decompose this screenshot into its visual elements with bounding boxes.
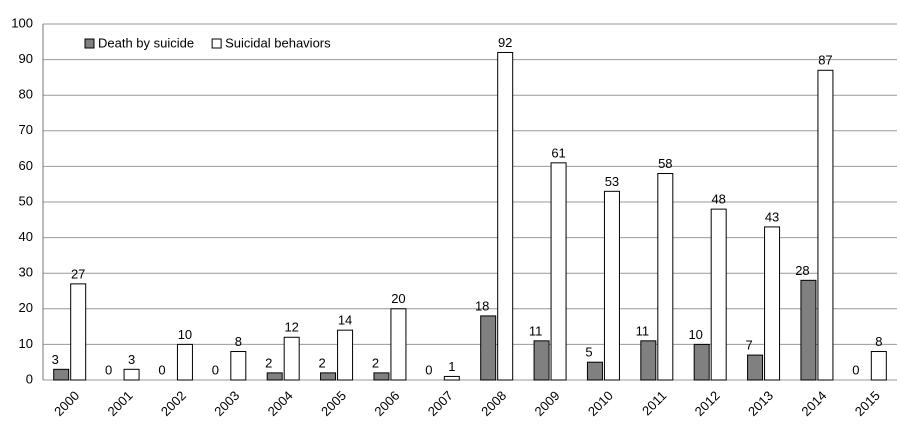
y-tick-label: 40 — [19, 229, 33, 244]
data-label: 0 — [852, 362, 859, 377]
bar — [817, 69, 834, 381]
bar — [550, 162, 567, 381]
bar — [747, 354, 764, 381]
bar — [870, 351, 887, 381]
y-tick-label: 10 — [19, 336, 33, 351]
legend-swatch — [84, 38, 95, 49]
bar — [800, 279, 817, 381]
data-label: 0 — [105, 362, 112, 377]
bar — [710, 208, 727, 381]
data-label: 27 — [71, 266, 85, 281]
data-label: 0 — [425, 362, 432, 377]
y-tick-label: 20 — [19, 300, 33, 315]
bar — [657, 173, 674, 381]
x-tick-label: 2000 — [51, 388, 82, 419]
legend-label: Death by suicide — [98, 35, 194, 50]
bar — [373, 372, 390, 381]
bar — [693, 343, 710, 381]
data-label: 18 — [475, 298, 489, 313]
bar — [640, 340, 657, 381]
x-tick-label: 2001 — [105, 388, 136, 419]
legend-label: Suicidal behaviors — [225, 35, 331, 50]
x-tick-label: 2011 — [639, 388, 669, 418]
data-label: 1 — [448, 359, 455, 374]
bar — [586, 361, 603, 381]
data-label: 2 — [265, 355, 272, 370]
bar — [123, 368, 140, 381]
data-label: 11 — [529, 323, 543, 338]
bar — [70, 283, 87, 381]
data-label: 3 — [128, 352, 135, 367]
bar — [230, 351, 247, 381]
legend-swatch — [211, 38, 222, 49]
data-label: 3 — [52, 352, 59, 367]
y-tick-label: 50 — [19, 193, 33, 208]
data-label: 20 — [391, 291, 405, 306]
bar — [603, 190, 620, 381]
data-label: 87 — [818, 53, 832, 68]
data-label: 2 — [318, 355, 325, 370]
x-tick-label: 2005 — [318, 388, 349, 419]
data-label: 10 — [688, 327, 702, 342]
bar — [337, 329, 354, 381]
x-tick-label: 2006 — [371, 388, 402, 419]
y-tick-label: 60 — [19, 158, 33, 173]
data-label: 58 — [658, 156, 672, 171]
data-label: 12 — [284, 320, 298, 335]
data-label: 53 — [605, 174, 619, 189]
x-tick-label: 2015 — [852, 388, 883, 419]
data-label: 10 — [178, 327, 192, 342]
x-tick-label: 2004 — [265, 388, 296, 419]
bar — [283, 336, 300, 381]
data-label: 43 — [765, 209, 779, 224]
y-tick-label: 90 — [19, 51, 33, 66]
x-tick-label: 2003 — [211, 388, 242, 419]
data-label: 7 — [745, 338, 752, 353]
bar — [533, 340, 550, 381]
data-label: 11 — [636, 323, 650, 338]
data-label: 8 — [875, 334, 882, 349]
x-tick-label: 2013 — [745, 388, 776, 419]
data-label: 61 — [551, 145, 565, 160]
x-tick-label: 2010 — [585, 388, 616, 419]
x-tick-label: 2002 — [158, 388, 189, 419]
data-label: 2 — [372, 355, 379, 370]
x-tick-label: 2014 — [798, 388, 829, 419]
data-label: 5 — [585, 345, 592, 360]
bar — [320, 372, 337, 381]
data-label: 48 — [711, 192, 725, 207]
data-label: 92 — [498, 35, 512, 50]
x-tick-label: 2012 — [692, 388, 723, 419]
y-tick-label: 30 — [19, 265, 33, 280]
x-tick-label: 2007 — [425, 388, 456, 419]
bar — [53, 368, 70, 381]
bar — [480, 315, 497, 381]
y-tick-label: 70 — [19, 122, 33, 137]
y-tick-label: 80 — [19, 87, 33, 102]
data-label: 14 — [338, 313, 352, 328]
bar — [443, 375, 460, 381]
y-tick-label: 0 — [26, 371, 33, 386]
bar — [764, 226, 781, 381]
bar — [176, 343, 193, 381]
x-tick-label: 2009 — [532, 388, 563, 419]
data-label: 0 — [158, 362, 165, 377]
data-label: 28 — [795, 263, 809, 278]
y-tick-label: 100 — [11, 15, 33, 30]
x-tick-label: 2008 — [478, 388, 509, 419]
bar — [266, 372, 283, 381]
data-label: 0 — [212, 362, 219, 377]
bar — [497, 51, 514, 381]
data-label: 8 — [235, 334, 242, 349]
bar — [390, 308, 407, 381]
